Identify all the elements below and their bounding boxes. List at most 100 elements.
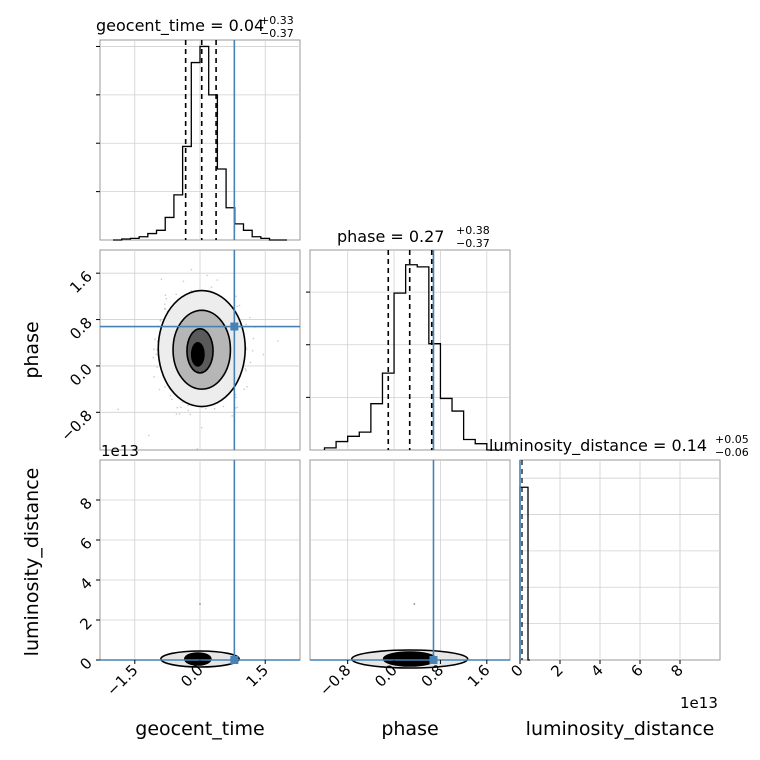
panel-hist-phase: phase = 0.27 +0.38 −0.37 bbox=[306, 224, 511, 451]
scatter-point bbox=[245, 348, 248, 351]
scatter-point bbox=[246, 385, 248, 388]
scatter-point bbox=[171, 398, 173, 401]
histogram bbox=[519, 460, 530, 661]
scatter-point bbox=[199, 603, 201, 605]
y-tick-label: −0.8 bbox=[57, 406, 95, 444]
scatter-point bbox=[245, 369, 247, 372]
title-geocent-time-minus: −0.37 bbox=[260, 27, 294, 40]
y-tick-label: 1.6 bbox=[66, 267, 96, 297]
scatter-point bbox=[243, 388, 245, 391]
scatter-point bbox=[117, 408, 119, 411]
grid bbox=[310, 460, 510, 661]
quantiles bbox=[184, 40, 217, 240]
scatter-point bbox=[238, 304, 241, 307]
scatter-point bbox=[159, 320, 162, 322]
x-ticks: 0 2 4 6 8 bbox=[507, 660, 687, 681]
scatter-point bbox=[164, 307, 166, 310]
truth-marker bbox=[429, 656, 438, 664]
scatter-point bbox=[213, 407, 216, 410]
y-tick-label: 6 bbox=[76, 534, 95, 553]
scatter-point bbox=[413, 603, 416, 605]
scatter-point bbox=[187, 409, 190, 412]
y-tick-label: 2 bbox=[76, 614, 95, 633]
y-axis-label-luminosity-distance: luminosity_distance bbox=[21, 468, 43, 657]
hist-step-phase bbox=[323, 264, 499, 451]
truth-marker bbox=[230, 322, 239, 331]
scatter-point bbox=[201, 426, 203, 429]
y-tick-label: 0 bbox=[76, 654, 95, 673]
contours bbox=[160, 603, 240, 668]
contour-level-4 bbox=[190, 341, 205, 367]
frame bbox=[519, 459, 721, 661]
scatter-point bbox=[206, 274, 208, 277]
title-phase-plus: +0.38 bbox=[456, 224, 490, 237]
y-ticks bbox=[306, 291, 310, 398]
panel-distance-vs-phase: −0.8 0.0 0.8 1.6 bbox=[309, 459, 511, 700]
scatter-point bbox=[210, 286, 213, 288]
histogram bbox=[113, 45, 287, 241]
offset-label-distance-y: 1e13 bbox=[101, 442, 139, 460]
x-tick-label: 1.5 bbox=[242, 661, 272, 691]
x-tick-label: −1.5 bbox=[103, 661, 141, 699]
scatter-point bbox=[262, 353, 265, 356]
panel-hist-geocent-time: geocent_time = 0.04 +0.33 −0.37 bbox=[96, 14, 301, 241]
title-luminosity-distance-minus: −0.06 bbox=[715, 446, 749, 459]
scatter-point bbox=[236, 406, 238, 409]
scatter-point bbox=[154, 338, 156, 341]
scatter-point bbox=[251, 349, 254, 352]
x-tick-label: 2 bbox=[547, 661, 566, 680]
x-axis-label-luminosity-distance: luminosity_distance bbox=[526, 718, 715, 740]
panel-hist-luminosity-distance: 0 2 4 6 8 luminosity_distance = 0.14 +0.05 −… bbox=[489, 433, 749, 681]
scatter-point bbox=[164, 303, 166, 306]
scatter-point bbox=[147, 434, 150, 437]
scatter-point bbox=[164, 386, 166, 388]
scatter-point bbox=[216, 279, 219, 281]
title-luminosity-distance: luminosity_distance = 0.14 bbox=[489, 436, 707, 456]
scatter-point bbox=[277, 340, 279, 342]
x-axis-label-geocent-time: geocent_time bbox=[135, 718, 264, 740]
scatter-point bbox=[245, 323, 247, 325]
scatter-point bbox=[176, 406, 179, 409]
offset-label-distance-x: 1e13 bbox=[680, 694, 718, 712]
scatter-point bbox=[175, 413, 178, 415]
y-tick-label: 4 bbox=[76, 574, 95, 593]
scatter-point bbox=[252, 337, 255, 340]
scatter-point bbox=[164, 308, 166, 310]
scatter-point bbox=[205, 407, 207, 410]
scatter-point bbox=[165, 297, 168, 300]
frame bbox=[309, 459, 511, 661]
scatter-point bbox=[175, 293, 177, 296]
quantiles bbox=[387, 250, 433, 450]
scatter-point bbox=[190, 289, 192, 292]
scatter-point bbox=[178, 413, 181, 415]
scatter-point bbox=[159, 319, 162, 321]
scatter-point bbox=[182, 280, 185, 283]
scatter-point bbox=[231, 415, 233, 417]
histogram bbox=[323, 264, 499, 451]
title-luminosity-distance-plus: +0.05 bbox=[715, 433, 749, 446]
title-geocent-time-plus: +0.33 bbox=[260, 14, 294, 27]
scatter-point bbox=[169, 394, 172, 397]
truth-marker bbox=[230, 656, 239, 664]
truth bbox=[100, 250, 300, 450]
panel-phase-vs-geocent-time: −0.8 0.0 0.8 1.6 bbox=[57, 249, 301, 451]
title-geocent-time: geocent_time = 0.04 bbox=[96, 16, 264, 36]
x-tick-label: 8 bbox=[667, 661, 686, 680]
contours bbox=[157, 289, 247, 408]
x-tick-label: 1.6 bbox=[464, 661, 494, 691]
scatter-point bbox=[156, 366, 159, 369]
scatter-point bbox=[180, 406, 182, 409]
y-ticks: −0.8 0.0 0.8 1.6 bbox=[57, 267, 100, 445]
scatter-point bbox=[155, 353, 158, 355]
x-axis-label-phase: phase bbox=[381, 718, 438, 740]
scatter-point bbox=[189, 413, 192, 416]
y-ticks bbox=[96, 45, 100, 193]
scatter-point bbox=[190, 268, 193, 271]
grid bbox=[100, 40, 300, 240]
scatter-point bbox=[152, 356, 155, 359]
x-tick-label: 4 bbox=[587, 661, 606, 680]
title-phase: phase = 0.27 bbox=[337, 227, 444, 246]
scatter-point bbox=[222, 405, 225, 408]
